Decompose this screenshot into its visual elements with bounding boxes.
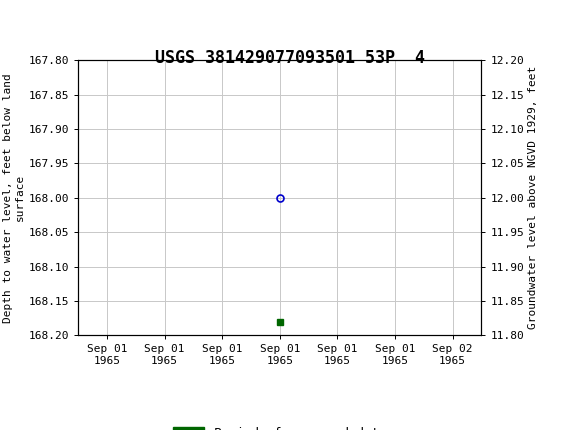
Y-axis label: Groundwater level above NGVD 1929, feet: Groundwater level above NGVD 1929, feet [528,66,538,329]
Text: USGS 381429077093501 53P  4: USGS 381429077093501 53P 4 [155,49,425,68]
Legend: Period of approved data: Period of approved data [168,422,392,430]
Text: ▒USGS: ▒USGS [3,8,61,24]
Y-axis label: Depth to water level, feet below land
surface: Depth to water level, feet below land su… [3,73,24,322]
